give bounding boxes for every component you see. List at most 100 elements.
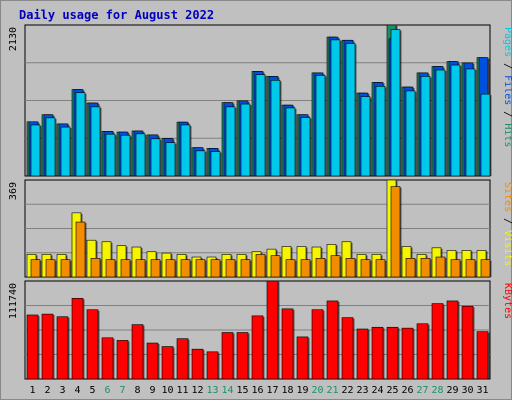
bar-kbytes-day-14 bbox=[221, 332, 234, 380]
bar-shade-pages-day-21 bbox=[340, 40, 342, 176]
bar-sites-day-12 bbox=[195, 259, 206, 278]
bar-pages-day-7 bbox=[120, 134, 131, 177]
bar-shade-sites-day-14 bbox=[235, 260, 237, 277]
bar-shade-pages-day-28 bbox=[445, 71, 447, 176]
bar-sites-day-27 bbox=[420, 258, 431, 278]
bar-shade-sites-day-17 bbox=[280, 256, 282, 277]
bar-shade-kbytes-day-18 bbox=[293, 309, 295, 379]
x-tick-label-12: 12 bbox=[191, 385, 203, 396]
bar-shade-sites-day-21 bbox=[340, 256, 342, 277]
bar-shade-kbytes-day-2 bbox=[53, 315, 55, 379]
bar-shade-pages-day-18 bbox=[295, 108, 297, 176]
bar-pages-day-17 bbox=[270, 79, 281, 177]
bar-sites-day-30 bbox=[465, 259, 476, 278]
bar-sites-day-8 bbox=[135, 259, 146, 278]
bar-shade-kbytes-day-27 bbox=[428, 324, 430, 379]
bar-shade-kbytes-day-24 bbox=[383, 328, 385, 379]
bar-shade-kbytes-day-7 bbox=[128, 341, 130, 379]
x-tick-label-5: 5 bbox=[89, 385, 95, 396]
x-tick-label-30: 30 bbox=[461, 385, 473, 396]
x-tick-label-19: 19 bbox=[296, 385, 308, 396]
x-tick-label-26: 26 bbox=[401, 385, 413, 396]
bar-pages-day-19 bbox=[300, 117, 311, 177]
x-tick-label-23: 23 bbox=[356, 385, 368, 396]
bar-sites-day-2 bbox=[45, 259, 56, 278]
bar-shade-kbytes-day-16 bbox=[263, 316, 265, 379]
bar-kbytes-day-10 bbox=[161, 346, 174, 380]
bar-kbytes-day-29 bbox=[446, 300, 459, 380]
x-tick-label-7: 7 bbox=[119, 385, 125, 396]
bar-shade-pages-day-7 bbox=[130, 136, 132, 176]
bar-sites-day-28 bbox=[435, 256, 446, 278]
bar-kbytes-day-22 bbox=[341, 317, 354, 380]
bar-pages-day-6 bbox=[105, 133, 116, 177]
bar-shade-kbytes-day-28 bbox=[443, 304, 445, 379]
bar-pages-day-23 bbox=[360, 96, 371, 177]
x-tick-label-1: 1 bbox=[29, 385, 35, 396]
bar-sites-day-5 bbox=[90, 258, 101, 278]
bar-kbytes-day-25 bbox=[386, 326, 399, 380]
bar-shade-pages-day-29 bbox=[460, 66, 462, 176]
x-tick-label-9: 9 bbox=[149, 385, 155, 396]
x-tick-label-16: 16 bbox=[251, 385, 263, 396]
bar-pages-day-26 bbox=[405, 90, 416, 177]
bar-kbytes-day-5 bbox=[86, 309, 99, 380]
bar-shade-pages-day-27 bbox=[430, 77, 432, 176]
bar-shade-sites-day-29 bbox=[460, 260, 462, 277]
x-tick-label-25: 25 bbox=[386, 385, 398, 396]
bar-shade-sites-day-11 bbox=[190, 260, 192, 277]
bar-shade-sites-day-22 bbox=[355, 259, 357, 277]
panel-top-ymax-label: 2130 bbox=[8, 27, 19, 51]
bar-kbytes-day-13 bbox=[206, 351, 219, 380]
panel-top-legend-part-2: Files bbox=[502, 75, 512, 105]
x-tick-label-11: 11 bbox=[176, 385, 188, 396]
bar-pages-day-30 bbox=[465, 68, 476, 177]
panel-top-legend-part-4: Hits bbox=[502, 123, 512, 147]
bar-shade-sites-day-10 bbox=[175, 260, 177, 277]
bar-shade-kbytes-day-15 bbox=[248, 333, 250, 379]
bar-shade-pages-day-24 bbox=[385, 87, 387, 176]
bar-shade-pages-day-11 bbox=[190, 125, 192, 176]
bar-shade-kbytes-day-26 bbox=[413, 329, 415, 379]
bar-sites-day-13 bbox=[210, 259, 221, 278]
bar-shade-kbytes-day-1 bbox=[38, 315, 40, 379]
bar-shade-kbytes-day-11 bbox=[188, 339, 190, 379]
bar-shade-pages-day-17 bbox=[280, 81, 282, 176]
bar-shade-sites-day-4 bbox=[85, 223, 87, 277]
bar-shade-kbytes-day-14 bbox=[233, 333, 235, 379]
bar-shade-sites-day-7 bbox=[130, 260, 132, 277]
panel-mid-legend-part-1: / bbox=[502, 212, 512, 230]
bar-shade-sites-day-12 bbox=[205, 260, 207, 277]
bar-sites-day-20 bbox=[315, 258, 326, 278]
bar-kbytes-day-19 bbox=[296, 336, 309, 380]
bar-kbytes-day-15 bbox=[236, 332, 249, 380]
panel-top-legend-label: Pages / Files / Hits bbox=[502, 27, 512, 147]
x-tick-label-27: 27 bbox=[416, 385, 428, 396]
bar-sites-day-22 bbox=[345, 258, 356, 278]
bar-kbytes-day-23 bbox=[356, 328, 369, 380]
panel-mid-ymax-label: 369 bbox=[8, 182, 19, 200]
bar-shade-sites-day-1 bbox=[40, 260, 42, 277]
bar-sites-day-21 bbox=[330, 255, 341, 278]
x-tick-label-10: 10 bbox=[161, 385, 173, 396]
bar-kbytes-day-4 bbox=[71, 298, 84, 380]
bar-kbytes-day-1 bbox=[26, 314, 39, 380]
bar-pages-day-22 bbox=[345, 43, 356, 177]
bar-shade-sites-day-16 bbox=[265, 255, 267, 277]
bar-shade-kbytes-day-12 bbox=[203, 350, 205, 379]
panel-top-legend-part-1: / bbox=[502, 57, 512, 75]
panel-top-legend-part-0: Pages bbox=[502, 27, 512, 57]
bar-shade-sites-day-27 bbox=[430, 259, 432, 277]
bar-pages-day-3 bbox=[60, 126, 71, 177]
bar-shade-sites-day-8 bbox=[145, 260, 147, 277]
bar-pages-day-24 bbox=[375, 86, 386, 177]
bar-kbytes-day-21 bbox=[326, 300, 339, 380]
x-tick-label-17: 17 bbox=[266, 385, 278, 396]
bar-sites-day-10 bbox=[165, 259, 176, 278]
bar-shade-pages-day-14 bbox=[235, 107, 237, 176]
bar-kbytes-day-3 bbox=[56, 316, 69, 380]
bar-shade-pages-day-1 bbox=[40, 125, 42, 176]
bar-shade-kbytes-day-29 bbox=[458, 301, 460, 379]
